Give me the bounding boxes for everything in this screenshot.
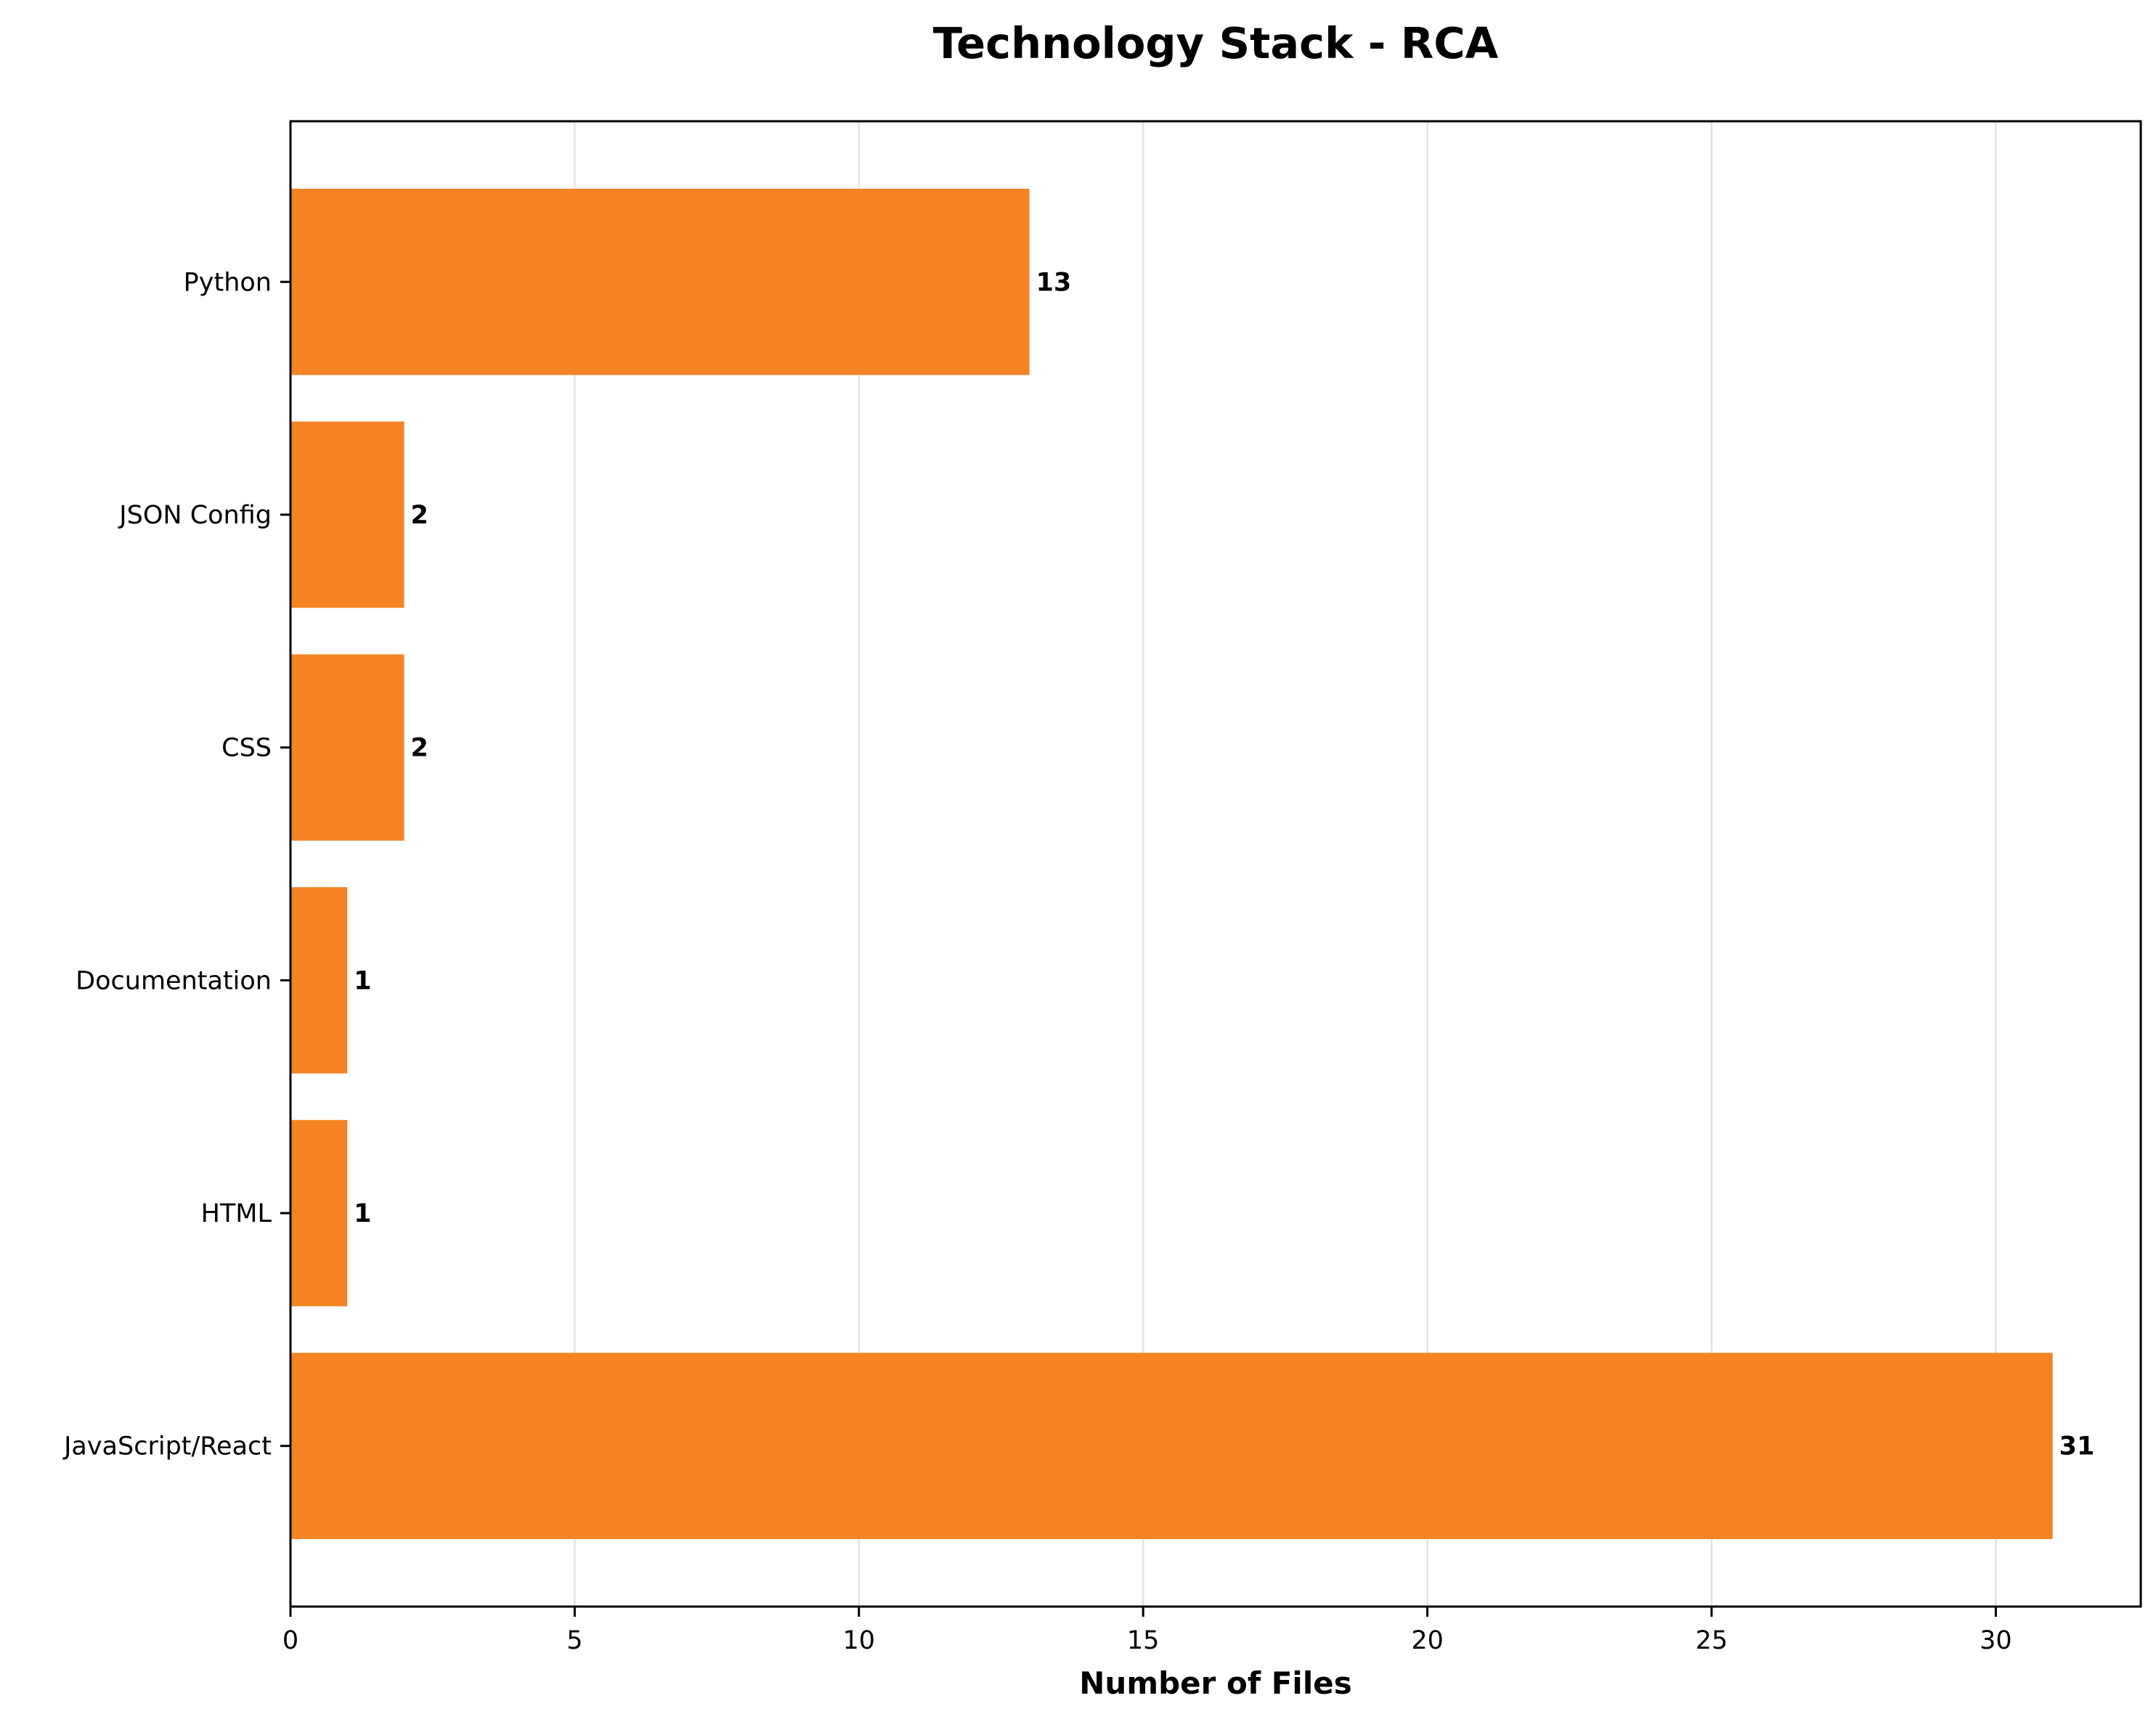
plot-frame xyxy=(289,120,2142,1608)
bar-value-label: 1 xyxy=(354,966,371,995)
x-tick-label: 15 xyxy=(1127,1626,1160,1655)
x-axis-label: Number of Files xyxy=(1079,1665,1351,1701)
y-axis-ticks: JavaScript/React HTML Documentation CSS JSON… xyxy=(62,268,290,1461)
x-tick-label: 20 xyxy=(1411,1626,1444,1655)
bar xyxy=(290,189,1030,375)
x-axis-ticks: 0 5 10 15 20 25 30 xyxy=(282,1607,2012,1655)
x-tick-label: 10 xyxy=(843,1626,876,1655)
bar xyxy=(290,887,348,1074)
x-tick-label: 30 xyxy=(1980,1626,2012,1655)
bar-value-label: 2 xyxy=(411,501,428,530)
y-tick-label: HTML xyxy=(201,1199,272,1228)
y-tick-label: JSON Config xyxy=(118,501,272,530)
bar-value-label: 1 xyxy=(354,1199,371,1228)
x-tick-label: 25 xyxy=(1696,1626,1728,1655)
bar-value-label: 2 xyxy=(411,734,428,763)
bar xyxy=(290,654,404,841)
bars xyxy=(290,189,2053,1539)
bar xyxy=(290,1119,348,1307)
bar-value-labels: 31 1 1 2 2 13 xyxy=(354,268,2094,1461)
y-tick-label: Python xyxy=(184,268,272,297)
y-tick-label: JavaScript/React xyxy=(62,1432,272,1461)
y-tick-label: CSS xyxy=(221,734,272,763)
y-tick-label: Documentation xyxy=(76,966,272,995)
bar xyxy=(290,421,404,608)
bar-value-label: 13 xyxy=(1036,268,1072,297)
bar-value-label: 31 xyxy=(2059,1432,2095,1461)
x-tick-label: 0 xyxy=(282,1626,298,1655)
bar xyxy=(290,1352,2053,1539)
x-tick-label: 5 xyxy=(566,1626,582,1655)
chart-title: Technology Stack - RCA xyxy=(933,18,1499,68)
